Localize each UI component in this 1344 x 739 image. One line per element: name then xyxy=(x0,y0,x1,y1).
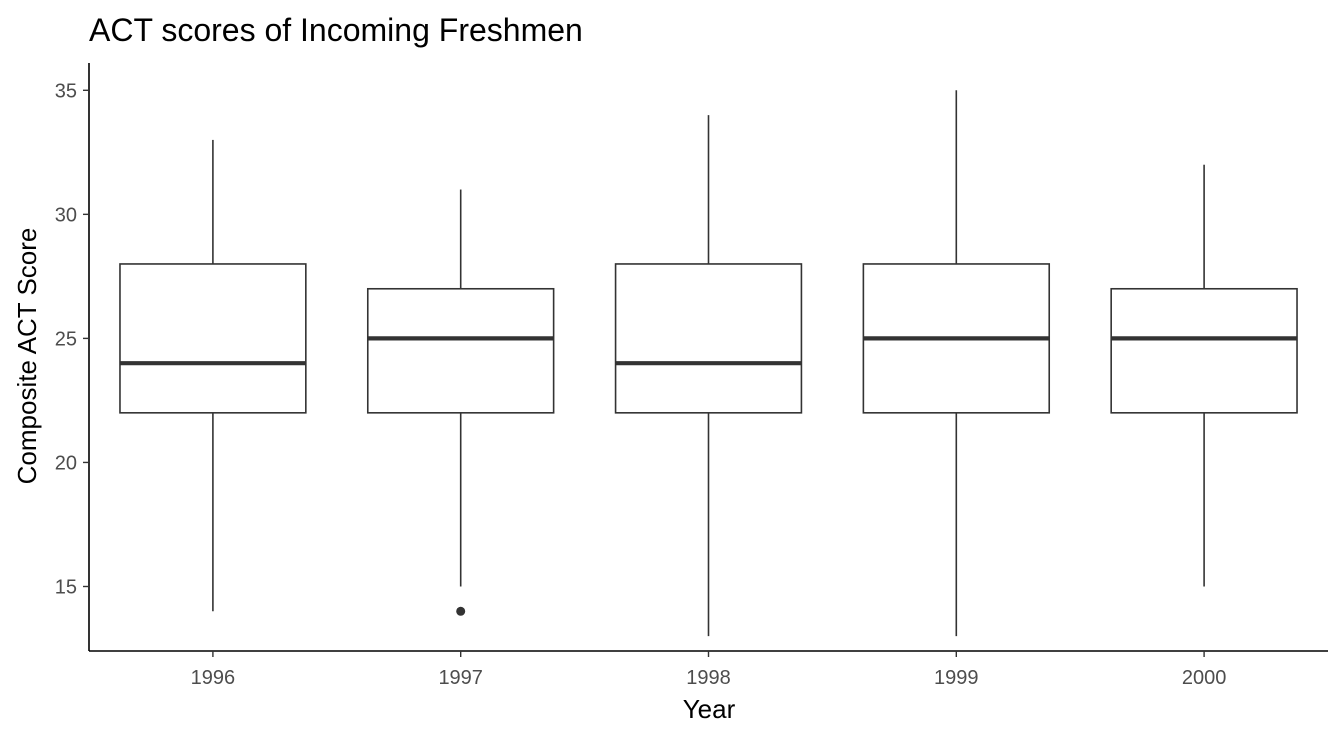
iqr-box xyxy=(366,287,555,414)
y-tick-label: 30 xyxy=(55,204,77,226)
plot-area xyxy=(119,90,1298,637)
box-group-2000 xyxy=(1110,164,1298,587)
y-tick-label: 20 xyxy=(55,452,77,474)
y-tick-label: 15 xyxy=(55,576,77,598)
box-group-1998 xyxy=(614,115,803,637)
y-tick-label: 35 xyxy=(55,80,77,102)
iqr-box xyxy=(119,263,307,414)
outlier-point xyxy=(456,606,466,616)
box-group-1996 xyxy=(119,139,307,612)
x-tick-label: 1997 xyxy=(438,667,483,689)
y-axis-title: Composite ACT Score xyxy=(12,228,42,485)
axes: 15 20 25 30 35 1996 1997 1998 1999 2000 xyxy=(55,63,1328,689)
box-group-1999 xyxy=(862,90,1051,637)
x-tick-label: 2000 xyxy=(1182,667,1227,689)
x-tick-label: 1999 xyxy=(934,667,979,689)
chart-title: ACT scores of Incoming Freshmen xyxy=(89,12,583,48)
iqr-box xyxy=(614,263,803,414)
x-tick-label: 1998 xyxy=(686,667,731,689)
x-tick-label: 1996 xyxy=(191,667,236,689)
y-tick-label: 25 xyxy=(55,328,77,350)
x-axis-title: Year xyxy=(683,694,736,724)
box-group-1997 xyxy=(366,189,555,616)
iqr-box xyxy=(1110,287,1298,414)
